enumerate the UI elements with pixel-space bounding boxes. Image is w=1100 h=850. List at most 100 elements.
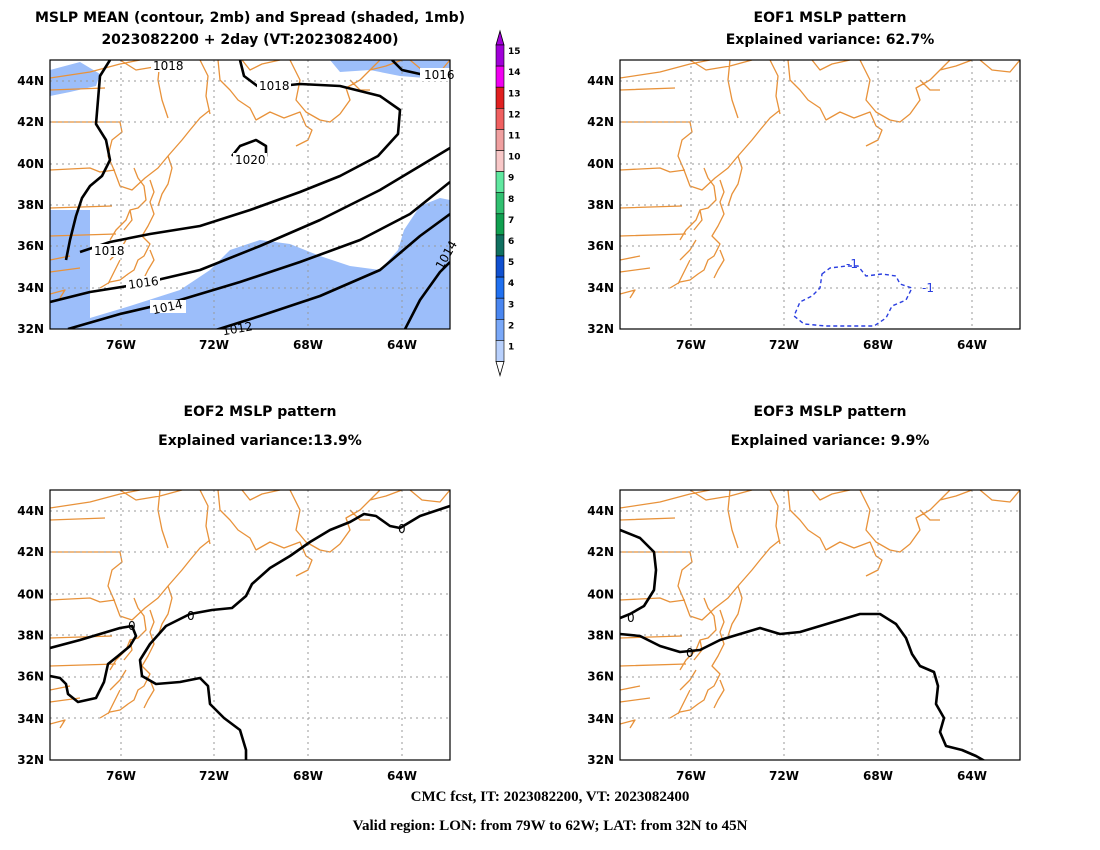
contour-label: 0: [398, 522, 406, 536]
contour-1012: [214, 212, 450, 329]
panel3-title: EOF2 MSLP pattern Explained variance:13.…: [10, 404, 510, 449]
lat-tick-label: 42N: [587, 115, 614, 129]
eof2-zero-contour-west: [50, 624, 138, 704]
panel1-title-line2: 2023082200 + 2day (VT:2023082400): [101, 32, 399, 48]
eof2-zero-contour-main: [138, 504, 450, 760]
lat-tick-label: 38N: [587, 198, 614, 212]
contour-label: -1: [846, 257, 858, 271]
contour-label: 1016: [127, 274, 159, 292]
lat-tick-label: 36N: [587, 239, 614, 253]
colorbar-label: 3: [508, 300, 514, 310]
panel1-axis-labels: 44N 42N 40N 38N 36N 34N 32N 76W 72W 68W 64W: [17, 74, 417, 352]
panel1-frame: [49, 59, 451, 330]
colorbar-swatch: [495, 276, 505, 299]
lon-tick-label: 76W: [106, 769, 136, 783]
panel1-contour-labels: 1018 1018 1016 1020 1018 1016 1014 1012 …: [92, 59, 460, 338]
colorbar-swatch: [495, 255, 505, 278]
lat-tick-label: 42N: [17, 115, 44, 129]
contour-label: 0: [128, 619, 136, 633]
lat-tick-label: 44N: [17, 504, 44, 518]
lon-tick-label: 64W: [957, 769, 987, 783]
panel2-axis-labels: 44N 42N 40N 38N 36N 34N 32N 76W 72W 68W 64W: [587, 74, 987, 352]
lon-tick-label: 76W: [106, 338, 136, 352]
lat-tick-label: 38N: [17, 629, 44, 643]
colorbar-label: 11: [508, 132, 521, 142]
contour-label: 1014: [151, 297, 184, 317]
colorbar-label: 14: [508, 68, 521, 78]
panel2-map: -1 -1: [619, 59, 1021, 330]
spread-shade-north: [50, 62, 100, 96]
colorbar-bottom-arrow: [495, 361, 505, 377]
lon-tick-label: 68W: [293, 769, 323, 783]
lon-tick-label: 72W: [199, 769, 229, 783]
lat-tick-label: 44N: [587, 504, 614, 518]
lat-tick-label: 42N: [587, 545, 614, 559]
colorbar-swatch: [495, 129, 505, 151]
panel3-title-line2: Explained variance:13.9%: [158, 433, 362, 449]
panel1-title: MSLP MEAN (contour, 2mb) and Spread (sha…: [0, 10, 500, 48]
colorbar-label: 10: [508, 153, 521, 163]
colorbar-label: 9: [508, 174, 514, 184]
colorbar-swatch: [495, 234, 505, 257]
colorbar-swatch: [495, 213, 505, 236]
panel2-title-line1: EOF1 MSLP pattern: [753, 10, 907, 26]
contour-label: 1020: [235, 153, 266, 167]
contour-label: 1018: [94, 244, 125, 258]
panel3-title-line1: EOF2 MSLP pattern: [183, 404, 337, 420]
lat-tick-label: 34N: [17, 281, 44, 295]
contour-label: 1016: [424, 68, 455, 82]
panel4-gridlines: [620, 490, 1020, 760]
lon-tick-label: 76W: [676, 338, 706, 352]
colorbar-label: 6: [508, 237, 514, 247]
colorbar-swatch: [495, 150, 505, 172]
panel4-axis-labels: 44N 42N 40N 38N 36N 34N 32N 76W 72W 68W 64W: [587, 504, 987, 783]
lon-tick-label: 72W: [769, 769, 799, 783]
lat-tick-label: 32N: [587, 322, 614, 336]
contour-label: 0: [187, 609, 195, 623]
lon-tick-label: 72W: [769, 338, 799, 352]
contour-label: 1018: [153, 59, 184, 73]
lon-tick-label: 64W: [387, 769, 417, 783]
footer-line1: CMC fcst, IT: 2023082200, VT: 2023082400: [410, 789, 690, 805]
contour-label: 0: [686, 646, 694, 660]
lat-tick-label: 34N: [17, 712, 44, 726]
lat-tick-label: 32N: [587, 753, 614, 767]
lat-tick-label: 34N: [587, 281, 614, 295]
lat-tick-label: 32N: [17, 753, 44, 767]
lat-tick-label: 40N: [17, 587, 44, 601]
colorbar-swatch: [495, 192, 505, 215]
colorbar-swatch: [495, 297, 505, 320]
lon-tick-label: 64W: [387, 338, 417, 352]
colorbar-label: 1: [508, 343, 514, 353]
footer-line2: Valid region: LON: from 79W to 62W; LAT:…: [352, 818, 748, 834]
lat-tick-label: 40N: [587, 157, 614, 171]
lat-tick-label: 38N: [587, 629, 614, 643]
lon-tick-label: 76W: [676, 769, 706, 783]
colorbar-label: 8: [508, 195, 514, 205]
panel2-frame: [619, 59, 1021, 330]
colorbar-label: 12: [508, 110, 521, 120]
panel3-map: 0 0 0: [49, 489, 451, 761]
eof1-contour-minus1: [793, 265, 913, 327]
lat-tick-label: 44N: [17, 74, 44, 88]
lat-tick-label: 40N: [587, 587, 614, 601]
lon-tick-label: 72W: [199, 338, 229, 352]
contour-1012-se: [403, 261, 450, 329]
panel2-title-line2: Explained variance: 62.7%: [725, 32, 935, 48]
panel3-frame: [49, 489, 451, 761]
contour-label: 0: [627, 611, 635, 625]
contour-label: -1: [922, 281, 934, 295]
spread-colorbar: 15 14 13 12 11 10 9 8 7 6 5 4 3 2 1: [495, 29, 521, 377]
panel4-frame: [619, 489, 1021, 761]
panel2-contour-labels: -1 -1: [846, 257, 934, 295]
panel3-contour-labels: 0 0 0: [128, 522, 406, 633]
panel3-axis-labels: 44N 42N 40N 38N 36N 34N 32N 76W 72W 68W 64W: [17, 504, 417, 783]
colorbar-label: 15: [508, 47, 521, 57]
panel4-map: 0 0: [619, 489, 1021, 761]
eof3-zero-contour-north: [620, 528, 658, 620]
lon-tick-label: 68W: [293, 338, 323, 352]
colorbar-label: 2: [508, 321, 514, 331]
lat-tick-label: 38N: [17, 198, 44, 212]
panel4-contour-labels: 0 0: [627, 611, 694, 660]
lat-tick-label: 42N: [17, 545, 44, 559]
